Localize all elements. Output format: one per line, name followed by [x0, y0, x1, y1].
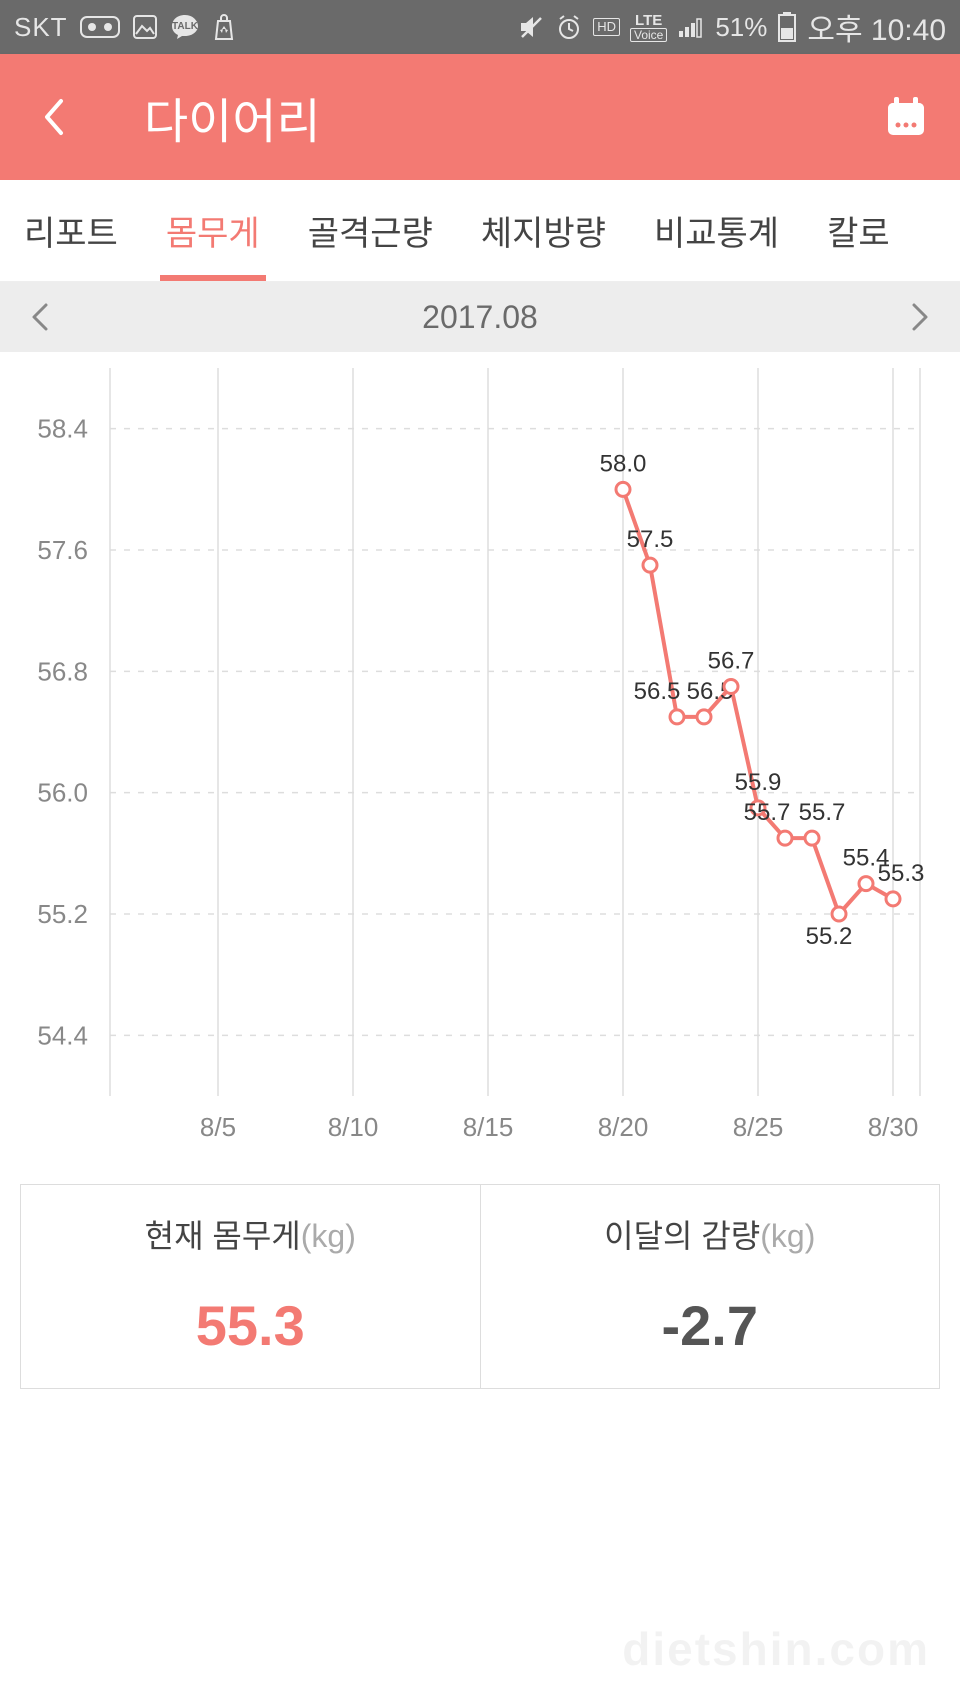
hd-badge: HD: [593, 18, 620, 36]
svg-text:54.4: 54.4: [37, 1020, 88, 1050]
battery-pct: 51%: [715, 12, 767, 43]
svg-text:8/25: 8/25: [733, 1112, 784, 1142]
current-weight-value: 55.3: [196, 1293, 305, 1358]
chevron-right-icon: [910, 301, 930, 333]
current-weight-card: 현재 몸무게(kg) 55.3: [20, 1184, 480, 1389]
status-left: SKT TALK: [14, 12, 236, 43]
svg-text:57.5: 57.5: [627, 526, 674, 553]
svg-text:8/20: 8/20: [598, 1112, 649, 1142]
svg-text:55.9: 55.9: [735, 769, 782, 796]
alarm-icon: [555, 13, 583, 41]
chevron-left-icon: [41, 97, 67, 137]
svg-text:8/15: 8/15: [463, 1112, 514, 1142]
tabs: 리포트몸무게골격근량체지방량비교통계칼로: [0, 180, 960, 282]
carrier-label: SKT: [14, 12, 68, 43]
svg-text:56.7: 56.7: [708, 648, 755, 675]
tab-1[interactable]: 몸무게: [142, 180, 284, 281]
lte-label: LTE: [635, 13, 662, 28]
svg-text:56.8: 56.8: [37, 656, 88, 686]
svg-text:55.2: 55.2: [37, 899, 88, 929]
status-right: HD LTE Voice 51% 오후 10:40: [517, 5, 946, 49]
calendar-button[interactable]: [876, 87, 936, 147]
current-weight-unit: (kg): [301, 1218, 356, 1254]
next-month-button[interactable]: [900, 297, 940, 337]
svg-text:8/30: 8/30: [868, 1112, 919, 1142]
app-header: 다이어리: [0, 54, 960, 180]
prev-month-button[interactable]: [20, 297, 60, 337]
lte-indicator: LTE Voice: [630, 13, 667, 42]
weight-chart: 54.4 55.2 56.0 56.8 57.6 58.4 8/5 8/10 8/15 8/20 8…: [0, 352, 960, 1160]
tab-0[interactable]: 리포트: [0, 180, 142, 281]
talk-icon: TALK: [170, 13, 200, 41]
voice-label: Voice: [630, 28, 667, 42]
monthly-loss-title: 이달의 감량(kg): [604, 1211, 815, 1257]
status-bar: SKT TALK HD LTE Voice 51% 오후 10:40: [0, 0, 960, 54]
current-weight-title-text: 현재 몸무게: [145, 1218, 301, 1254]
svg-text:TALK: TALK: [172, 21, 199, 32]
tab-4[interactable]: 비교통계: [630, 180, 803, 281]
mute-icon: [517, 13, 545, 41]
back-button[interactable]: [24, 87, 84, 147]
vr-icon: [80, 16, 120, 38]
page-title: 다이어리: [144, 82, 321, 152]
svg-text:58.0: 58.0: [600, 450, 647, 477]
svg-text:8/5: 8/5: [200, 1112, 236, 1142]
svg-text:56.0: 56.0: [37, 778, 88, 808]
signal-icon: [677, 15, 705, 39]
battery-icon: [777, 12, 797, 42]
clock: 오후 10:40: [807, 5, 946, 49]
svg-text:55.2: 55.2: [806, 923, 853, 950]
month-selector: 2017.08: [0, 282, 960, 352]
image-icon: [132, 14, 158, 40]
current-weight-title: 현재 몸무게(kg): [145, 1211, 356, 1257]
svg-text:56.5: 56.5: [634, 678, 681, 705]
svg-text:55.7: 55.7: [799, 799, 846, 826]
monthly-loss-card: 이달의 감량(kg) -2.7: [480, 1184, 941, 1389]
recycle-icon: [212, 13, 236, 41]
summary-row: 현재 몸무게(kg) 55.3 이달의 감량(kg) -2.7: [0, 1160, 960, 1429]
watermark: dietshin.com: [622, 1622, 930, 1676]
calendar-icon: [882, 93, 930, 141]
monthly-loss-value: -2.7: [662, 1293, 759, 1358]
chevron-left-icon: [30, 301, 50, 333]
tab-2[interactable]: 골격근량: [284, 180, 457, 281]
monthly-loss-title-text: 이달의 감량: [604, 1218, 760, 1254]
svg-text:55.3: 55.3: [878, 860, 925, 887]
svg-text:55.7: 55.7: [744, 799, 791, 826]
monthly-loss-unit: (kg): [760, 1218, 815, 1254]
month-label: 2017.08: [422, 299, 538, 336]
svg-text:8/10: 8/10: [328, 1112, 379, 1142]
svg-text:57.6: 57.6: [37, 535, 88, 565]
tab-3[interactable]: 체지방량: [457, 180, 630, 281]
tab-5[interactable]: 칼로: [803, 180, 914, 281]
svg-text:58.4: 58.4: [37, 414, 88, 444]
